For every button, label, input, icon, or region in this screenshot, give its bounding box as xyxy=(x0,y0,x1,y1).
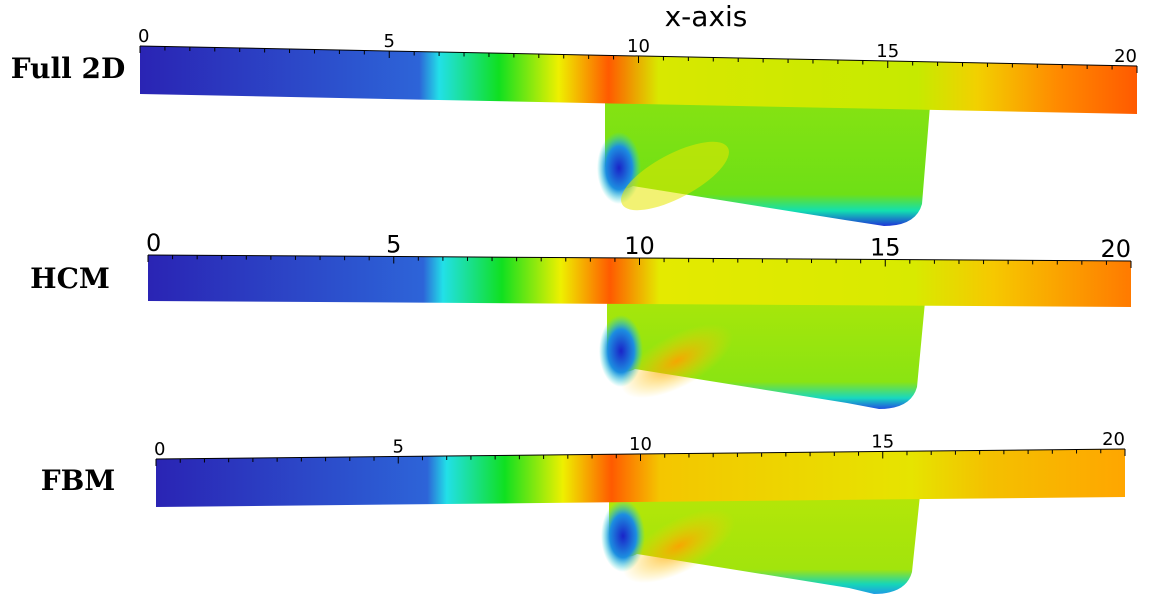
x-axis-title: x-axis xyxy=(665,0,748,33)
row-3: FBM 0 5 10 15 20 xyxy=(41,429,1126,594)
tick-label: 5 xyxy=(393,437,404,458)
tick-label: 10 xyxy=(624,232,655,260)
tick-label: 0 xyxy=(138,26,149,47)
tick-label: 15 xyxy=(871,432,894,453)
channel-flow-field xyxy=(148,255,1131,307)
tick-label: 0 xyxy=(146,229,161,257)
tick-label: 20 xyxy=(1100,235,1131,263)
recirculation-zone xyxy=(622,508,736,584)
tick-label: 20 xyxy=(1114,46,1137,67)
row-label: Full 2D xyxy=(11,52,126,85)
tick-label: 5 xyxy=(386,231,401,259)
rows-group: Full 2D 0 5 10 15 20 HCM 0 5 10 15 20 FBM 0 5 10 15 20 xyxy=(11,26,1138,594)
tick-label: 15 xyxy=(876,41,899,62)
tick-label: 10 xyxy=(629,434,652,455)
cavity-flow-field xyxy=(607,299,925,409)
row-1: Full 2D 0 5 10 15 20 xyxy=(11,26,1138,226)
tick-label: 20 xyxy=(1102,429,1125,450)
tick-label: 10 xyxy=(627,36,650,57)
recirculation-zone xyxy=(621,141,729,211)
row-label: HCM xyxy=(30,262,110,295)
row-2: HCM 0 5 10 15 20 xyxy=(30,229,1132,409)
row-label: FBM xyxy=(41,464,116,497)
tick-label: 0 xyxy=(154,439,165,460)
tick-label: 5 xyxy=(384,31,395,52)
recirculation-zone xyxy=(620,323,734,399)
tick-label: 15 xyxy=(870,234,901,262)
